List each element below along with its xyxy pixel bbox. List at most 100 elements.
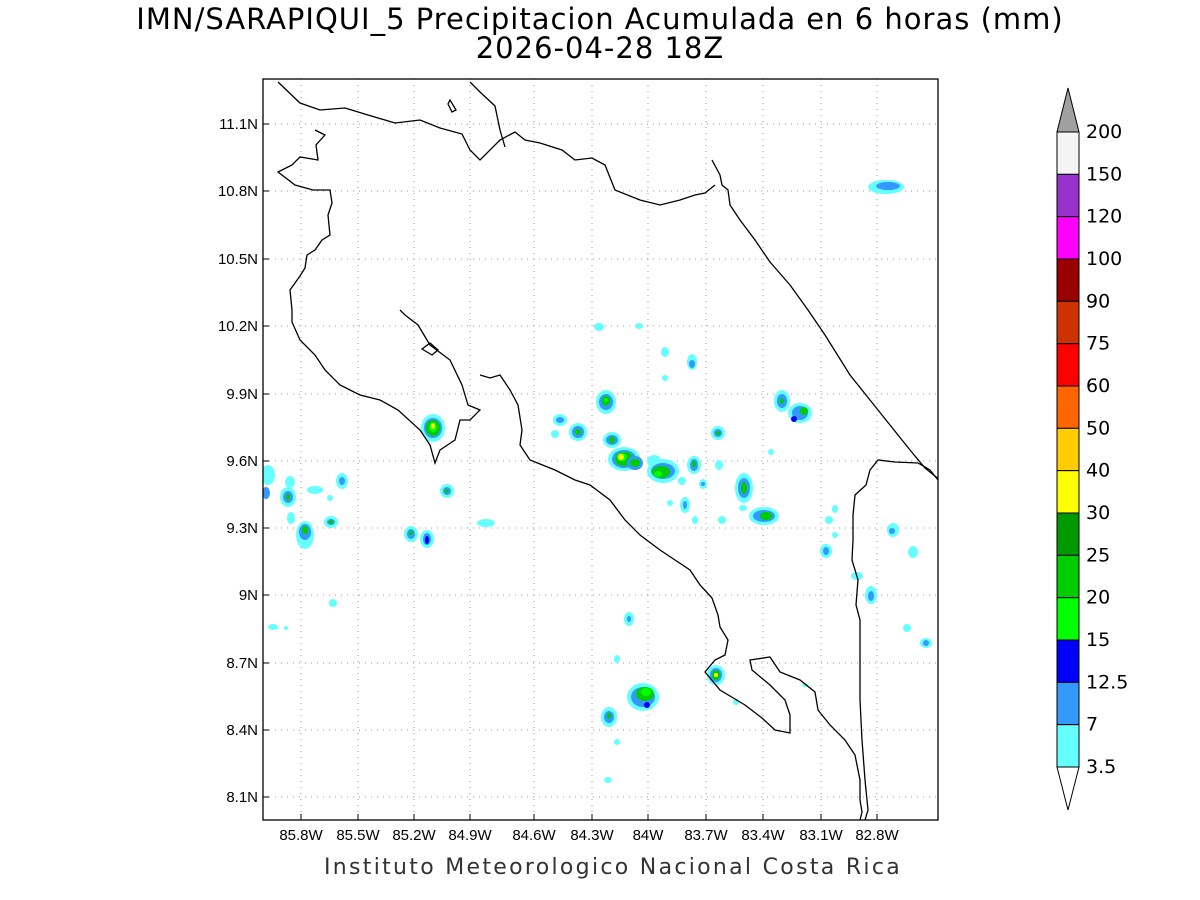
precip-cell (923, 640, 929, 646)
caribbean-coast (711, 159, 938, 480)
colorbar-legend: 200 150 120 100 90 75 60 50 40 30 25 20 15 12.5 7 3.5 (1056, 87, 1128, 811)
x-tick-label: 85.2W (392, 827, 436, 844)
precip-cell (689, 360, 695, 368)
colorbar-swatch (1056, 343, 1080, 387)
precip-cell (780, 398, 784, 404)
x-tick-label: 83.4W (741, 827, 785, 844)
precip-cell (284, 626, 288, 630)
colorbar-label: 15 (1086, 629, 1110, 651)
precip-cell (652, 466, 670, 478)
colorbar-swatch (1056, 173, 1080, 218)
precip-cell (556, 417, 564, 423)
colorbar-over-triangle (1056, 87, 1080, 133)
precip-cell (409, 531, 413, 535)
panama-border (851, 459, 938, 820)
precip-cell (876, 182, 900, 190)
colorbar-label: 20 (1086, 587, 1110, 609)
nicoya-gulf-island (420, 342, 440, 356)
precip-cell (760, 512, 772, 520)
colorbar-label: 25 (1086, 544, 1110, 566)
x-tick-label: 85.5W (336, 827, 380, 844)
coastline-layer (276, 81, 938, 820)
colorbar-swatch (1056, 427, 1080, 472)
map-subtitle-datetime: 2026-04-28 18Z (475, 31, 725, 65)
precip-cell (768, 449, 774, 455)
precip-cell (823, 547, 829, 555)
y-tick-label: 10.2N (218, 318, 258, 335)
precip-cell (263, 465, 275, 485)
precip-cell (701, 482, 705, 486)
precip-cell (263, 487, 270, 499)
map-grid (263, 79, 938, 820)
colorbar-swatch (1056, 470, 1080, 514)
y-tick-label: 8.4N (226, 722, 258, 739)
precip-cell (551, 430, 559, 438)
precip-cell (644, 702, 650, 708)
precip-cell (667, 500, 673, 506)
pacific-central-coast (479, 374, 863, 820)
x-tick-label: 84W (633, 827, 665, 844)
precip-cell (654, 471, 662, 477)
precip-cell (739, 505, 747, 511)
colorbar-label: 40 (1086, 460, 1110, 482)
precip-cell (618, 454, 624, 460)
colorbar-swatch (1056, 597, 1080, 641)
precip-cell (287, 512, 295, 524)
y-tick-label: 9N (239, 587, 258, 604)
nicaragua-lake-shore (277, 81, 716, 206)
colorbar-swatch (1056, 385, 1080, 429)
precip-cell (825, 516, 833, 524)
precip-cell (604, 398, 608, 402)
precip-cell (609, 437, 615, 443)
precip-cell (832, 505, 838, 513)
precip-cell (268, 624, 278, 630)
y-tick-label: 10.5N (218, 251, 258, 268)
precip-cell (302, 526, 308, 534)
footer-credit: Instituto Meteorologico Nacional Costa R… (323, 855, 903, 880)
precip-cell (718, 516, 726, 524)
y-tick-label: 9.3N (226, 520, 258, 537)
precip-cell (635, 323, 643, 329)
precip-cell (630, 459, 640, 467)
precipitation-layer (263, 180, 932, 783)
precip-cell (285, 476, 295, 488)
x-tick-label: 84.9W (448, 827, 492, 844)
colorbar-label: 150 (1086, 163, 1122, 185)
colorbar-label: 100 (1086, 248, 1122, 270)
x-tick-label: 84.6W (512, 827, 556, 844)
precip-cell (791, 416, 797, 422)
colorbar-label: 120 (1086, 206, 1122, 228)
precip-cell (641, 688, 651, 696)
precip-cell (425, 536, 429, 544)
precip-cell (889, 528, 895, 534)
precip-cell (678, 477, 686, 485)
precip-cell (445, 489, 449, 493)
precip-cell (741, 482, 747, 494)
map-axes: 85.8W 85.5W 85.2W 84.9W 84.6W 84.3W 84W 83.7W 83… (218, 78, 939, 844)
precip-cell (329, 520, 333, 524)
precip-cell (614, 655, 620, 663)
y-tick-label: 9.6N (226, 453, 258, 470)
precip-cell (431, 423, 435, 429)
colorbar-label: 200 (1086, 121, 1122, 143)
precip-cell (477, 519, 495, 527)
colorbar-label: 75 (1086, 333, 1110, 355)
x-tick-label: 83.1W (799, 827, 843, 844)
precip-cell (800, 407, 808, 415)
colorbar-swatch (1056, 681, 1080, 726)
precip-cell (868, 591, 874, 601)
colorbar-label: 12.5 (1086, 671, 1128, 693)
precip-cell (627, 616, 631, 622)
colorbar-swatch (1056, 512, 1080, 556)
precip-cell (716, 431, 720, 435)
precip-cell (307, 486, 323, 494)
precip-cell (692, 516, 698, 524)
northwest-coast (276, 129, 482, 466)
precip-cell (594, 323, 604, 331)
precip-cell (339, 477, 345, 485)
colorbar-label: 7 (1086, 714, 1098, 736)
precip-cell (661, 347, 669, 357)
colorbar-label: 50 (1086, 417, 1110, 439)
colorbar-swatch (1056, 300, 1080, 345)
